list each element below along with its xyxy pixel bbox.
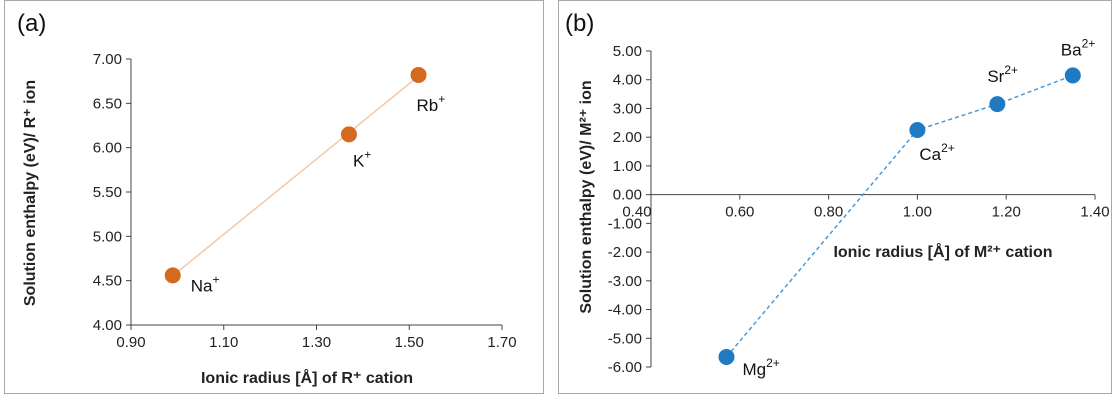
y-tick-label: 6.50 xyxy=(93,95,122,112)
y-tick-label: -1.00 xyxy=(608,215,642,232)
data-point-ca xyxy=(909,122,926,138)
data-point-na xyxy=(164,267,181,284)
y-tick-label: 1.00 xyxy=(613,158,642,175)
chart-panel-b: (b) 0.40 0.60 0.80 1.00 1.20 1.40 -6.00 -5.00 -… xyxy=(558,0,1112,394)
series-line xyxy=(725,74,1074,358)
x-tick-label: 1.00 xyxy=(903,204,932,221)
y-tick-label: 2.00 xyxy=(613,129,642,146)
panel-letter-a: (a) xyxy=(17,10,46,37)
data-point-ba xyxy=(1064,67,1081,84)
point-label-na: Na+ xyxy=(191,272,220,295)
data-point-sr xyxy=(989,96,1006,113)
x-tick-label: 0.60 xyxy=(725,204,754,221)
y-tick-label: 0.00 xyxy=(613,187,642,204)
y-tick-label: 4.00 xyxy=(93,317,122,334)
x-tick-label: 1.20 xyxy=(992,204,1021,221)
point-label-k: K+ xyxy=(353,147,371,170)
y-axis-title: Solution enthalpy (eV)/ R⁺ ion xyxy=(22,80,39,306)
point-label-rb: Rb+ xyxy=(417,92,446,115)
y-tick-label: -4.00 xyxy=(608,302,642,319)
data-point-mg xyxy=(718,348,735,365)
x-tick-label: 1.50 xyxy=(395,334,424,351)
y-tick-label: 5.50 xyxy=(93,184,122,201)
point-label-mg: Mg2+ xyxy=(742,356,779,379)
x-tick-label: 1.70 xyxy=(487,334,516,351)
y-tick-label: 4.00 xyxy=(613,72,642,89)
x-tick-label: 1.10 xyxy=(209,334,238,351)
point-label-ca: Ca2+ xyxy=(919,141,954,164)
y-tick-label: 4.50 xyxy=(93,273,122,290)
y-tick-label: -3.00 xyxy=(608,273,642,290)
x-tick-label: 0.40 xyxy=(622,204,651,221)
data-point-rb xyxy=(410,66,427,83)
x-tick-label: 1.30 xyxy=(302,334,331,351)
y-axis-title: Solution enthalpy (eV)/ M²⁺ ion xyxy=(578,80,595,313)
point-label-ba: Ba2+ xyxy=(1061,36,1095,59)
point-label-sr: Sr2+ xyxy=(987,63,1018,86)
chart-a-svg: (a) 0.90 1.10 1.30 1.50 1.70 4.00 4.50 5.00 5.5… xyxy=(17,10,517,387)
y-tick-label: 5.00 xyxy=(613,43,642,60)
chart-b-svg: (b) 0.40 0.60 0.80 1.00 1.20 1.40 -6.00 -5.00 -… xyxy=(565,10,1110,379)
panel-letter-b: (b) xyxy=(565,10,594,37)
y-tick-label: 6.00 xyxy=(93,140,122,157)
y-tick-label: 3.00 xyxy=(613,100,642,117)
y-tick-label: -2.00 xyxy=(608,244,642,261)
x-axis-title: Ionic radius [Å] of M²⁺ cation xyxy=(833,242,1052,261)
chart-panel-a: (a) 0.90 1.10 1.30 1.50 1.70 4.00 4.50 5.00 5.5… xyxy=(4,0,544,394)
x-tick-label: 1.40 xyxy=(1080,204,1109,221)
y-tick-label: 5.00 xyxy=(93,228,122,245)
x-tick-label: 0.80 xyxy=(814,204,843,221)
y-tick-label: -5.00 xyxy=(608,330,642,347)
data-point-k xyxy=(340,126,357,143)
y-tick-label: -6.00 xyxy=(608,359,642,376)
x-axis-title: Ionic radius [Å] of R⁺ cation xyxy=(201,368,413,387)
y-tick-label: 7.00 xyxy=(93,51,122,68)
x-tick-label: 0.90 xyxy=(116,334,145,351)
trendline xyxy=(172,75,419,277)
